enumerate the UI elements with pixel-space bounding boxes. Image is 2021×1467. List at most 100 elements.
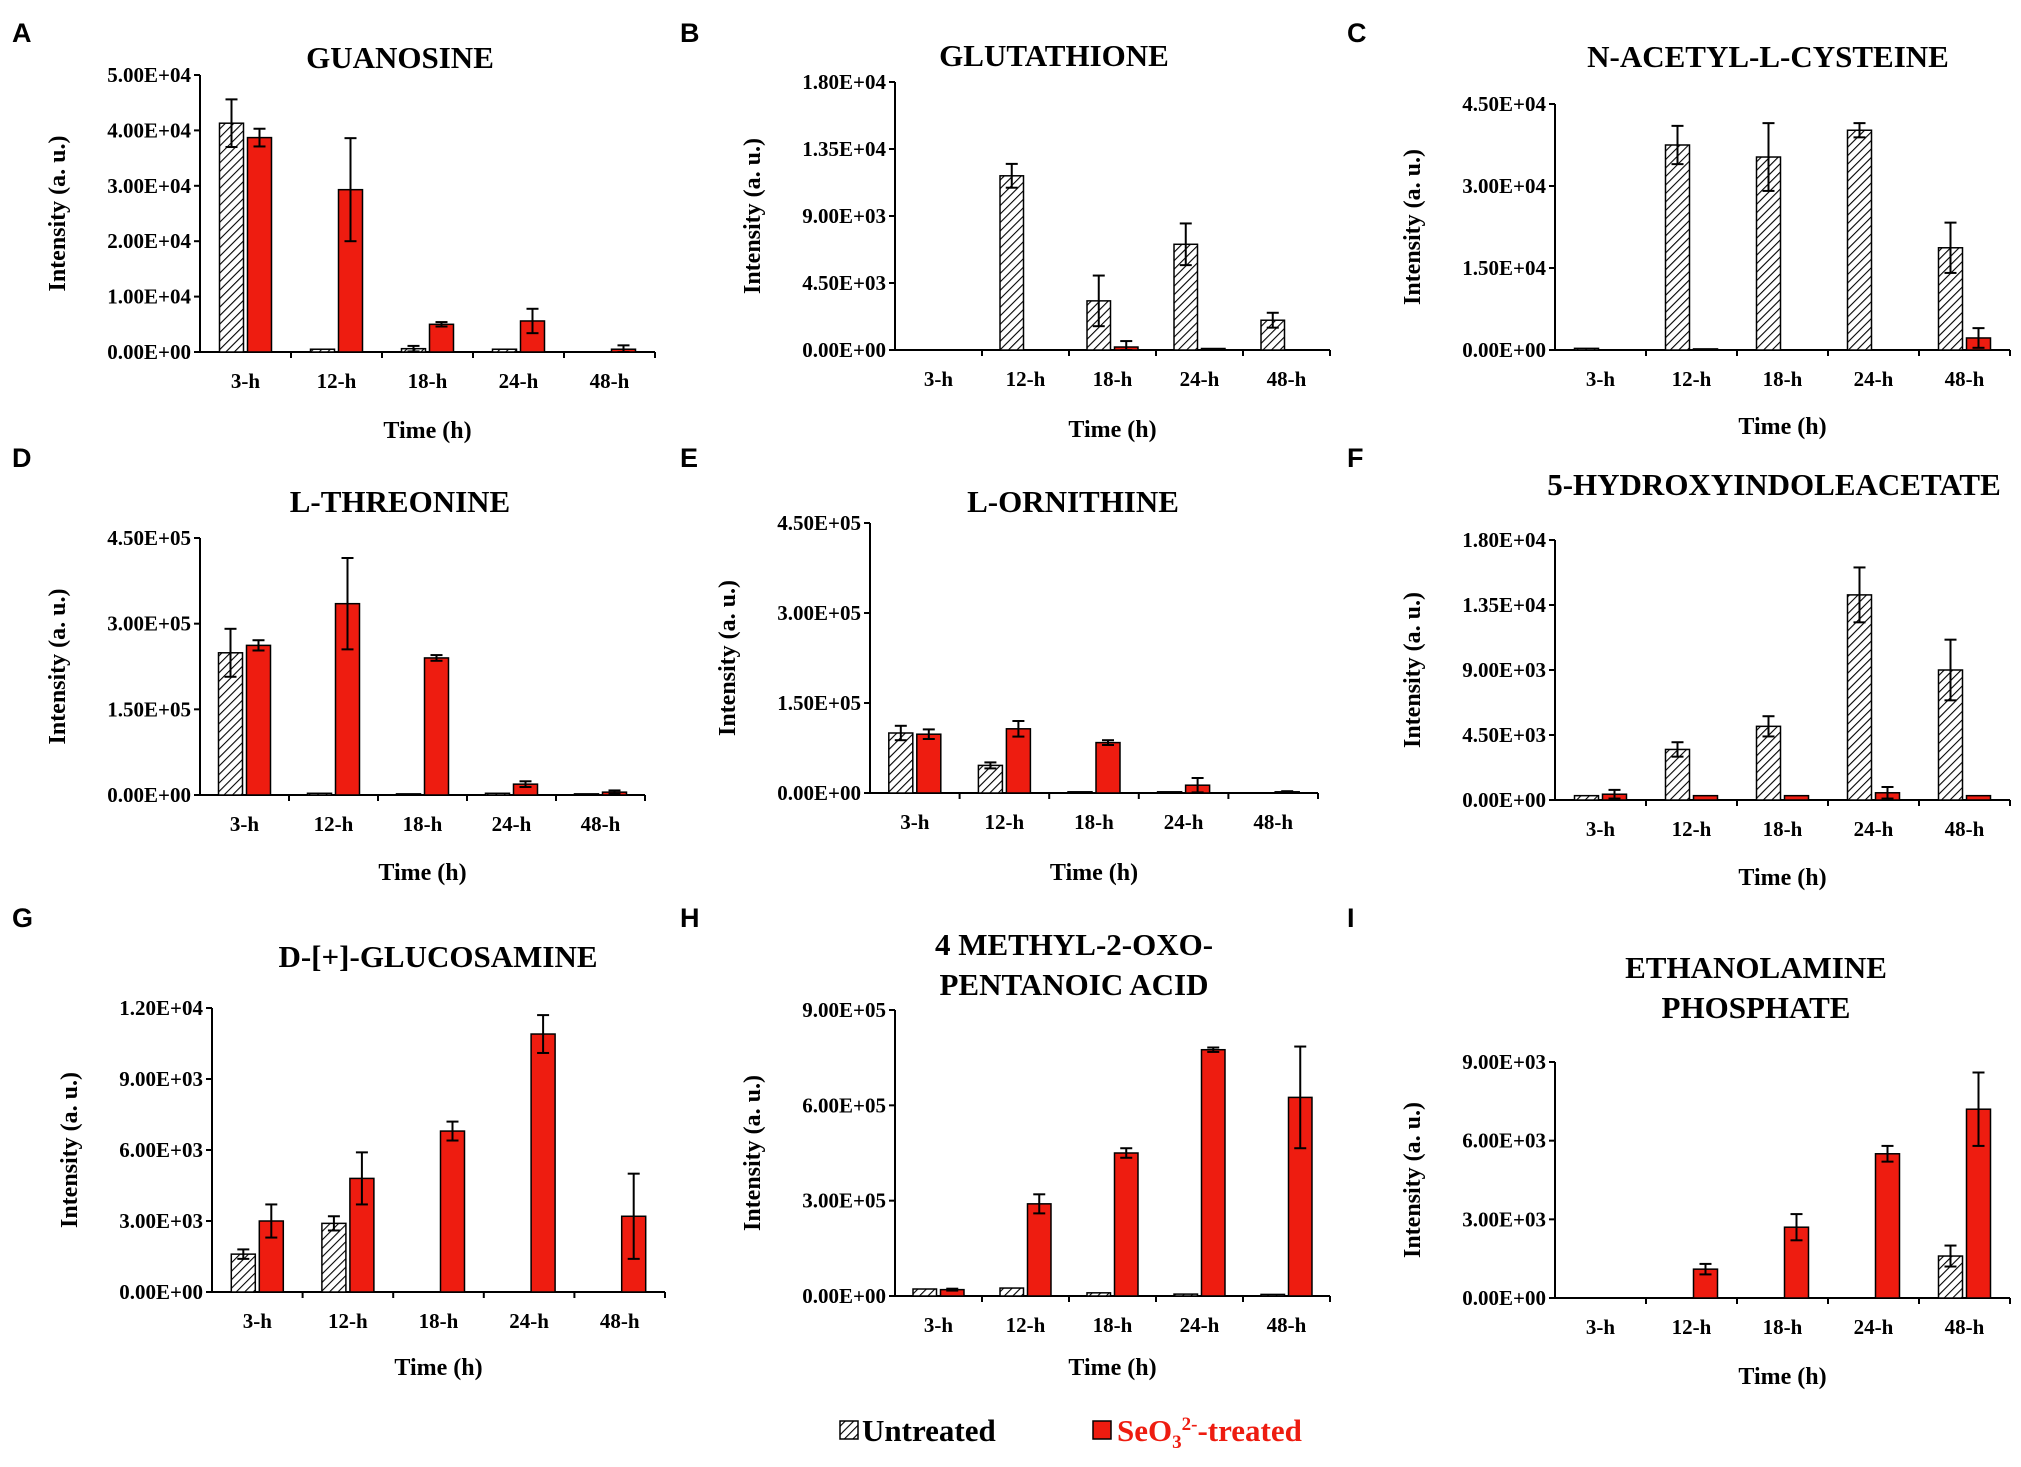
chart-title: PENTANOIC ACID xyxy=(940,967,1209,1002)
bar-treated xyxy=(1005,728,1032,794)
bar-untreated xyxy=(573,793,600,796)
y-tick-label: 0.00E+00 xyxy=(119,1280,203,1304)
y-axis-title: Intensity (a. u.) xyxy=(715,580,741,736)
x-axis-title: Time (h) xyxy=(1738,1364,1826,1390)
panel-letter: G xyxy=(12,903,33,933)
x-tick-label: 24-h xyxy=(499,369,539,393)
x-tick-label: 18-h xyxy=(1763,817,1803,841)
chart-panel-c: C N-ACETYL-L-CYSTEINE 0.00E+00 1.50E+04 3.00… xyxy=(1347,18,2011,440)
chart-panels: A GUANOSINE 0.00E+00 1.00E+04 2.00E+04 3.00E+… xyxy=(12,18,2011,1390)
panel-letter: A xyxy=(12,18,32,48)
x-tick-label: 18-h xyxy=(1763,1315,1803,1339)
x-axis-title: Time (h) xyxy=(1068,417,1156,443)
x-tick-label: 18-h xyxy=(1093,367,1133,391)
x-tick-label: 48-h xyxy=(1945,367,1985,391)
bar-treated xyxy=(337,188,364,353)
y-tick-label: 4.00E+04 xyxy=(107,118,191,142)
chart-title: GUANOSINE xyxy=(306,40,494,75)
legend: Untreated SeO32--treated xyxy=(839,1413,1302,1453)
y-tick-label: 9.00E+03 xyxy=(802,204,886,228)
chart-panel-i: I ETHANOLAMINE PHOSPHATE 0.00E+00 3.00E+03 6.… xyxy=(1347,903,2011,1390)
bar-untreated xyxy=(1260,1293,1286,1297)
bar-treated xyxy=(916,733,942,794)
legend-item-treated: SeO32--treated xyxy=(1092,1413,1302,1453)
chart-panel-h: H 4 METHYL-2-OXO- PENTANOIC ACID 0.00E+00 3.… xyxy=(680,903,1331,1381)
chart-title: L-THREONINE xyxy=(290,484,510,519)
x-tick-label: 3-h xyxy=(924,367,953,391)
y-tick-label: 3.00E+03 xyxy=(1462,1207,1546,1231)
panel-letter: B xyxy=(680,18,700,48)
bar-treated xyxy=(423,657,450,796)
bar-treated xyxy=(1095,741,1121,794)
y-tick-label: 5.00E+04 xyxy=(107,63,191,87)
legend-item-untreated: Untreated xyxy=(839,1413,996,1448)
panel-letter: I xyxy=(1347,903,1355,933)
x-tick-label: 24-h xyxy=(1854,1315,1894,1339)
legend-treated-suffix: -treated xyxy=(1197,1413,1301,1448)
chart-title: ETHANOLAMINE xyxy=(1625,950,1887,985)
bar-treated xyxy=(245,644,272,796)
chart-title: PHOSPHATE xyxy=(1662,990,1851,1025)
bar-untreated xyxy=(1664,144,1691,351)
legend-swatch-untreated xyxy=(839,1420,859,1440)
x-tick-label: 12-h xyxy=(1006,1313,1046,1337)
bar-untreated xyxy=(1067,791,1093,794)
x-tick-label: 3-h xyxy=(243,1309,272,1333)
legend-swatch-treated xyxy=(1092,1420,1112,1440)
x-axis-title: Time (h) xyxy=(1738,414,1826,440)
x-tick-label: 3-h xyxy=(1586,817,1615,841)
x-tick-label: 12-h xyxy=(328,1309,368,1333)
chart-panel-d: D L-THREONINE 0.00E+00 1.50E+05 3.00E+05 4.50… xyxy=(12,443,646,886)
y-tick-label: 3.00E+04 xyxy=(107,174,191,198)
x-tick-label: 3-h xyxy=(900,810,929,834)
bar-untreated xyxy=(1846,594,1873,801)
y-tick-label: 4.50E+03 xyxy=(1462,723,1546,747)
y-tick-label: 2.00E+04 xyxy=(107,229,191,253)
chart-panel-a: A GUANOSINE 0.00E+00 1.00E+04 2.00E+04 3.00E+… xyxy=(12,18,656,444)
bar-untreated xyxy=(1156,791,1183,794)
panel-letter: H xyxy=(680,903,700,933)
x-tick-label: 48-h xyxy=(590,369,630,393)
y-tick-label: 3.00E+04 xyxy=(1462,174,1546,198)
bar-treated xyxy=(428,323,455,353)
panel-letter: D xyxy=(12,443,32,473)
bar-untreated xyxy=(306,792,333,796)
y-tick-label: 3.00E+05 xyxy=(777,601,861,625)
legend-treated-subscript: 3 xyxy=(1172,1432,1182,1453)
bar-untreated xyxy=(977,764,1004,794)
y-axis-title: Intensity (a. u.) xyxy=(45,135,71,291)
x-tick-label: 48-h xyxy=(1945,1315,1985,1339)
bar-treated xyxy=(1692,794,1719,801)
y-tick-label: 1.00E+04 xyxy=(107,285,191,309)
bar-treated xyxy=(439,1130,466,1293)
y-tick-label: 0.00E+00 xyxy=(107,783,191,807)
x-axis-title: Time (h) xyxy=(1050,860,1138,886)
x-tick-label: 12-h xyxy=(1006,367,1046,391)
x-tick-label: 18-h xyxy=(403,812,443,836)
y-tick-label: 9.00E+03 xyxy=(1462,658,1546,682)
chart-panel-f: F 5-HYDROXYINDOLEACETATE 0.00E+00 4.50E+03 9… xyxy=(1347,443,2011,891)
x-tick-label: 12-h xyxy=(1672,367,1712,391)
chart-panel-g: G D-[+]-GLUCOSAMINE 0.00E+00 3.00E+03 6.00E+… xyxy=(12,903,666,1381)
y-tick-label: 4.50E+03 xyxy=(802,271,886,295)
y-tick-label: 3.00E+05 xyxy=(107,612,191,636)
x-tick-label: 12-h xyxy=(314,812,354,836)
y-tick-label: 3.00E+05 xyxy=(802,1189,886,1213)
y-tick-label: 1.35E+04 xyxy=(802,137,886,161)
chart-title: N-ACETYL-L-CYSTEINE xyxy=(1587,39,1949,74)
bar-untreated xyxy=(1573,794,1600,801)
legend-treated-prefix: SeO xyxy=(1117,1413,1172,1448)
x-tick-label: 18-h xyxy=(1074,810,1114,834)
y-tick-label: 1.35E+04 xyxy=(1462,593,1546,617)
bar-untreated xyxy=(912,1288,938,1297)
y-tick-label: 6.00E+03 xyxy=(1462,1129,1546,1153)
y-tick-label: 4.50E+04 xyxy=(1462,92,1546,116)
x-tick-label: 24-h xyxy=(1164,810,1204,834)
y-tick-label: 0.00E+00 xyxy=(802,338,886,362)
y-tick-label: 3.00E+03 xyxy=(119,1209,203,1233)
y-tick-label: 6.00E+03 xyxy=(119,1138,203,1162)
y-tick-label: 9.00E+03 xyxy=(1462,1050,1546,1074)
y-tick-label: 1.80E+04 xyxy=(1462,528,1546,552)
bar-treated xyxy=(1874,1153,1901,1299)
